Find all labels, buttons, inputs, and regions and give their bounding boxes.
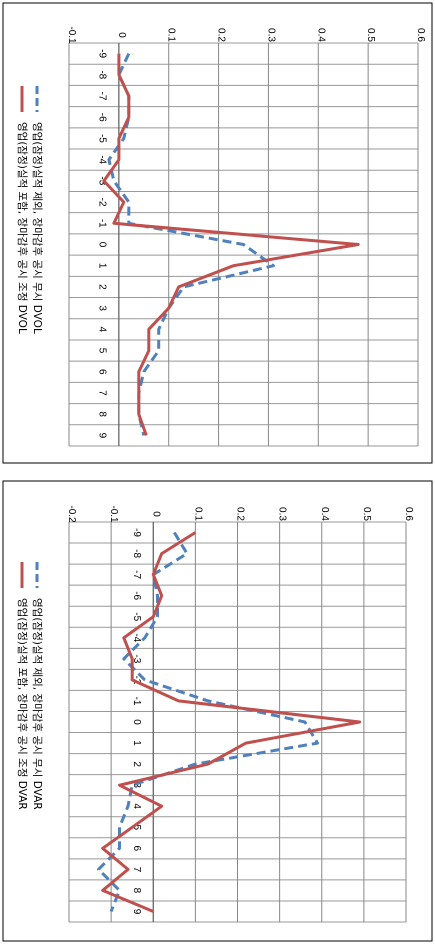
category-tick-label: 6 <box>96 369 107 375</box>
category-tick-label: 6 <box>131 846 142 852</box>
value-tick-label: 0 <box>150 511 161 517</box>
category-tick-label: -5 <box>96 134 107 143</box>
category-tick-label: 8 <box>96 411 107 417</box>
value-tick-label: 0.4 <box>315 28 326 42</box>
series-line-solid <box>102 53 360 436</box>
category-tick-label: 1 <box>131 740 142 746</box>
category-tick-label: -6 <box>131 591 142 600</box>
series-line-solid <box>101 531 362 913</box>
series-line-dashed <box>107 52 275 436</box>
legend-label: 영업(잠정)실적 포함, 장마감후 공시 조정 DVAR <box>16 598 29 810</box>
category-tick-label: 0 <box>131 719 142 725</box>
category-tick-label: -1 <box>131 696 142 705</box>
category-tick-label: -5 <box>131 612 142 621</box>
category-tick-label: 8 <box>131 888 142 894</box>
category-tick-label: 2 <box>131 761 142 767</box>
value-tick-label: 0.3 <box>265 28 276 42</box>
category-tick-label: 7 <box>96 390 107 396</box>
value-tick-label: 0.6 <box>403 507 414 521</box>
category-tick-label: 0 <box>96 242 107 248</box>
legend-label: 영업(잠정)실적 포함, 장마감후 공시 조정 DVOL <box>16 122 29 334</box>
value-tick-label: 0.5 <box>361 507 372 521</box>
value-tick-label: 0.3 <box>277 507 288 521</box>
category-tick-label: -4 <box>96 155 107 164</box>
value-tick-label: 0.4 <box>319 507 330 521</box>
category-tick-label: 4 <box>131 803 142 809</box>
category-tick-label: -8 <box>96 70 107 79</box>
legend-label: 영업(잠정)실적 제외, 장마감후 공시 무시 DVAR <box>31 598 44 810</box>
category-tick-label: 1 <box>96 263 107 269</box>
category-tick-label: 4 <box>96 327 107 333</box>
category-tick-label: -7 <box>96 92 107 101</box>
value-tick-label: 0.1 <box>192 507 203 521</box>
category-tick-label: -8 <box>131 549 142 558</box>
category-tick-label: -2 <box>96 198 107 207</box>
legend-label: 영업(잠정)실적 제외, 장마감후 공시 무시 DVOL <box>31 122 44 334</box>
category-tick-label: -6 <box>96 113 107 122</box>
value-tick-label: 0.1 <box>166 28 177 42</box>
chart-2-dvar: -0.2 -0.1 0 0.1 0.2 0.3 0.4 0.5 0.6 -9 -8 -7 -6 -5 -4 -… <box>16 505 414 923</box>
category-tick-label: 7 <box>131 867 142 873</box>
category-tick-label: -1 <box>96 219 107 228</box>
category-tick-label: 2 <box>96 284 107 290</box>
category-tick-label: -9 <box>131 528 142 537</box>
category-tick-label: -4 <box>131 633 142 642</box>
category-tick-label: -7 <box>131 570 142 579</box>
value-tick-label: 0.6 <box>415 28 426 42</box>
value-tick-label: 0.2 <box>216 28 227 42</box>
value-tick-label: 0.5 <box>365 28 376 42</box>
value-tick-label: -0.1 <box>66 26 77 44</box>
category-tick-label: 5 <box>131 824 142 830</box>
series-line-dashed <box>97 531 319 913</box>
category-tick-label: 3 <box>96 305 107 311</box>
category-tick-label: 9 <box>131 909 142 915</box>
category-tick-label: -3 <box>131 654 142 663</box>
value-tick-label: -0.1 <box>108 505 119 523</box>
category-tick-label: -3 <box>96 176 107 185</box>
value-tick-label: -0.2 <box>66 505 77 523</box>
category-tick-label: 5 <box>96 348 107 354</box>
category-tick-label: -9 <box>96 49 107 58</box>
chart-1-dvol: -0.1 0 0.1 0.2 0.3 0.4 0.5 0.6 -9 -8 -7 -6 -5 -4 -3 -2 -… <box>16 26 426 447</box>
value-tick-label: 0.2 <box>235 507 246 521</box>
category-tick-label: 9 <box>96 433 107 439</box>
value-tick-label: 0 <box>116 32 127 38</box>
